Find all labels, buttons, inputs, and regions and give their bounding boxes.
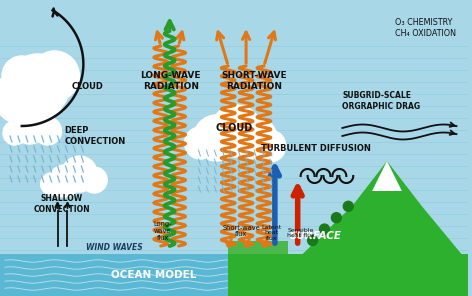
Text: LONG-WAVE
RADIATION: LONG-WAVE RADIATION — [140, 71, 201, 91]
Text: Short-wave
flux: Short-wave flux — [222, 224, 260, 237]
Text: OCEAN MODEL: OCEAN MODEL — [111, 270, 196, 280]
Circle shape — [194, 115, 239, 161]
Text: O₃ CHEMISTRY
CH₄ OXIDATION: O₃ CHEMISTRY CH₄ OXIDATION — [395, 18, 456, 38]
Circle shape — [6, 54, 69, 118]
Circle shape — [2, 56, 42, 96]
Circle shape — [320, 224, 329, 234]
Text: Latent
heat
flux: Latent heat flux — [262, 225, 282, 241]
Circle shape — [3, 121, 27, 145]
Circle shape — [185, 127, 216, 159]
Polygon shape — [372, 161, 402, 191]
Circle shape — [308, 236, 318, 245]
Circle shape — [30, 51, 79, 101]
Circle shape — [331, 213, 341, 223]
Text: CLOUD: CLOUD — [216, 123, 253, 133]
Circle shape — [12, 108, 48, 144]
Polygon shape — [0, 254, 468, 296]
Circle shape — [81, 167, 107, 193]
Circle shape — [61, 156, 97, 192]
Circle shape — [0, 79, 40, 123]
Circle shape — [34, 117, 61, 145]
Text: Sensible
heat flux: Sensible heat flux — [287, 228, 315, 238]
Polygon shape — [228, 161, 468, 296]
Circle shape — [41, 173, 62, 195]
Circle shape — [0, 76, 25, 106]
Circle shape — [235, 117, 277, 159]
Text: TURBULENT DIFFUSION: TURBULENT DIFFUSION — [261, 144, 371, 152]
Text: DEEP
CONVECTION: DEEP CONVECTION — [65, 126, 126, 146]
Text: Long-
wave
flux: Long- wave flux — [153, 221, 172, 241]
Text: SHORT-WAVE
RADIATION: SHORT-WAVE RADIATION — [221, 71, 287, 91]
Circle shape — [343, 201, 353, 211]
Circle shape — [27, 83, 62, 119]
Text: SUBGRID-SCALE
ORGRAPHIC DRAG: SUBGRID-SCALE ORGRAPHIC DRAG — [342, 91, 421, 111]
Text: CLOUD: CLOUD — [71, 81, 103, 91]
Circle shape — [49, 165, 80, 197]
Circle shape — [254, 130, 286, 162]
Text: SURFACE: SURFACE — [290, 231, 342, 241]
Text: WIND WAVES: WIND WAVES — [86, 244, 143, 252]
Polygon shape — [228, 241, 288, 254]
Circle shape — [211, 105, 262, 157]
Text: SHALLOW
CONVECTION: SHALLOW CONVECTION — [33, 194, 90, 214]
Polygon shape — [228, 254, 468, 296]
